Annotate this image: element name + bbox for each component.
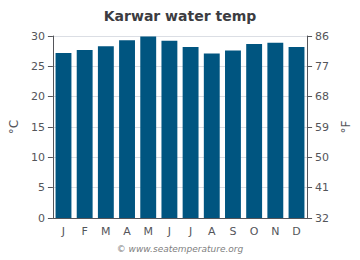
svg-text:10: 10	[31, 151, 45, 164]
svg-text:A: A	[208, 225, 216, 238]
svg-text:68: 68	[315, 90, 329, 103]
svg-text:A: A	[123, 225, 131, 238]
svg-text:41: 41	[315, 181, 329, 194]
svg-text:86: 86	[315, 30, 329, 43]
svg-text:N: N	[271, 225, 279, 238]
svg-text:Karwar water temp: Karwar water temp	[104, 8, 257, 24]
svg-text:J: J	[188, 225, 192, 238]
svg-text:© www.seatemperature.org: © www.seatemperature.org	[117, 244, 244, 254]
svg-text:59: 59	[315, 121, 329, 134]
svg-text:O: O	[250, 225, 259, 238]
svg-text:5: 5	[38, 181, 45, 194]
svg-text:15: 15	[31, 121, 45, 134]
svg-text:20: 20	[31, 90, 45, 103]
svg-text:°F: °F	[339, 120, 353, 133]
svg-text:°C: °C	[7, 120, 21, 134]
svg-text:M: M	[101, 225, 111, 238]
svg-text:77: 77	[315, 60, 329, 73]
svg-text:M: M	[143, 225, 153, 238]
svg-text:J: J	[167, 225, 171, 238]
svg-text:J: J	[61, 225, 65, 238]
svg-text:50: 50	[315, 151, 329, 164]
svg-text:S: S	[229, 225, 236, 238]
svg-text:0: 0	[38, 212, 45, 225]
svg-text:30: 30	[31, 30, 45, 43]
svg-text:D: D	[292, 225, 300, 238]
svg-text:25: 25	[31, 60, 45, 73]
svg-text:F: F	[82, 225, 88, 238]
svg-text:32: 32	[315, 212, 329, 225]
